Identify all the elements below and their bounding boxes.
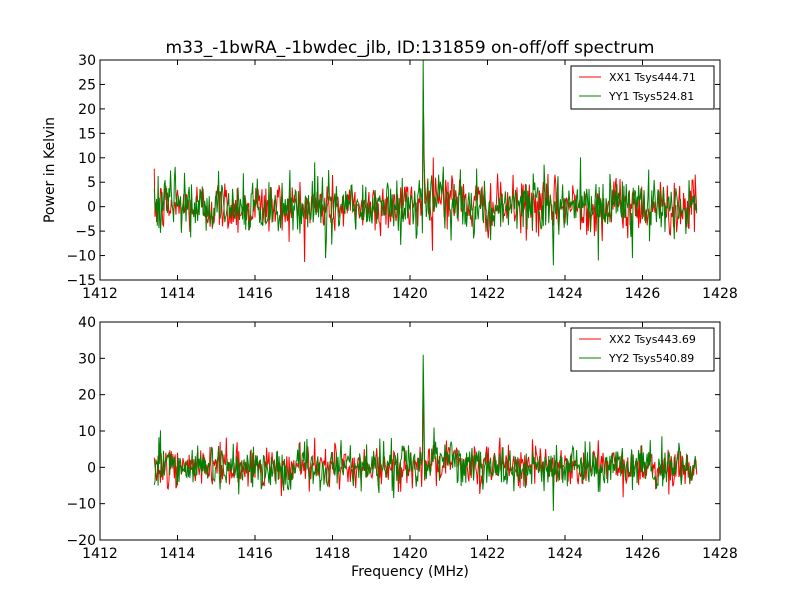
top-x-tick-label: 1414 [160,286,196,302]
top-y-tick-label: −15 [66,273,96,289]
bottom-y-tick-label: 10 [78,424,96,440]
bottom-y-tick-label: 20 [78,388,96,404]
top-chart-title: m33_-1bwRA_-1bwdec_jlb, ID:131859 on-off… [166,38,655,58]
top-y-tick-label: 5 [87,175,96,191]
top-y-tick-label: −10 [66,249,96,265]
top-x-tick-label: 1418 [315,286,351,302]
bottom-y-tick-label: 40 [78,315,96,331]
bottom-x-tick-label: 1428 [702,546,738,562]
top-y-tick-label: 30 [78,53,96,69]
bottom-legend-label-1: XX2 Tsys443.69 [609,333,696,346]
bottom-legend: XX2 Tsys443.69 YY2 Tsys540.89 [570,327,715,372]
top-spectrum-panel: m33_-1bwRA_-1bwdec_jlb, ID:131859 on-off… [42,38,738,302]
bottom-y-tick-label: 30 [78,351,96,367]
bottom-y-tick-label: −10 [66,497,96,513]
bottom-x-tick-label: 1412 [82,546,118,562]
top-x-tick-label: 1422 [470,286,506,302]
bottom-series-line-2 [153,354,698,511]
top-x-tick-label: 1420 [392,286,428,302]
top-y-axis-label: Power in Kelvin [42,117,58,223]
top-x-tick-label: 1426 [625,286,661,302]
top-legend-label-2: YY1 Tsys524.81 [608,90,694,103]
top-axis-layer: 1412 1414 1416 1418 1420 1422 1424 1426 1428 −15 −… [66,53,737,302]
bottom-y-tick-label: 0 [87,460,96,476]
top-legend-box [570,65,715,110]
bottom-x-tick-label: 1414 [160,546,196,562]
bottom-x-tick-label: 1422 [470,546,506,562]
top-x-tick-label: 1412 [82,286,118,302]
bottom-legend-label-2: YY2 Tsys540.89 [608,352,694,365]
top-series-line-2 [153,60,698,266]
top-y-tick-label: 10 [78,151,96,167]
bottom-x-tick-label: 1418 [315,546,351,562]
top-x-tick-label: 1428 [702,286,738,302]
bottom-series-line-1 [153,376,698,498]
bottom-x-tick-label: 1420 [392,546,428,562]
top-y-tick-label: −5 [75,224,96,240]
bottom-series-layer [153,354,698,511]
bottom-spectrum-panel: Frequency (MHz) 1412 1414 1416 1418 1420 1422… [66,315,737,580]
top-y-tick-label: 15 [78,126,96,142]
bottom-axis-layer: 1412 1414 1416 1418 1420 1422 1424 1426 1428 −20 −… [66,315,737,562]
bottom-x-tick-label: 1426 [625,546,661,562]
bottom-x-axis-label: Frequency (MHz) [351,564,469,580]
top-x-tick-label: 1424 [547,286,583,302]
top-x-tick-label: 1416 [237,286,273,302]
bottom-x-tick-label: 1416 [237,546,273,562]
bottom-legend-box [570,327,715,372]
top-legend: XX1 Tsys444.71 YY1 Tsys524.81 [570,65,715,110]
top-y-tick-label: 0 [87,200,96,216]
top-series-layer [153,60,698,266]
bottom-y-tick-label: −20 [66,533,96,549]
bottom-x-tick-label: 1424 [547,546,583,562]
top-y-tick-label: 20 [78,102,96,118]
top-legend-label-1: XX1 Tsys444.71 [609,71,696,84]
top-y-tick-label: 25 [78,77,96,93]
